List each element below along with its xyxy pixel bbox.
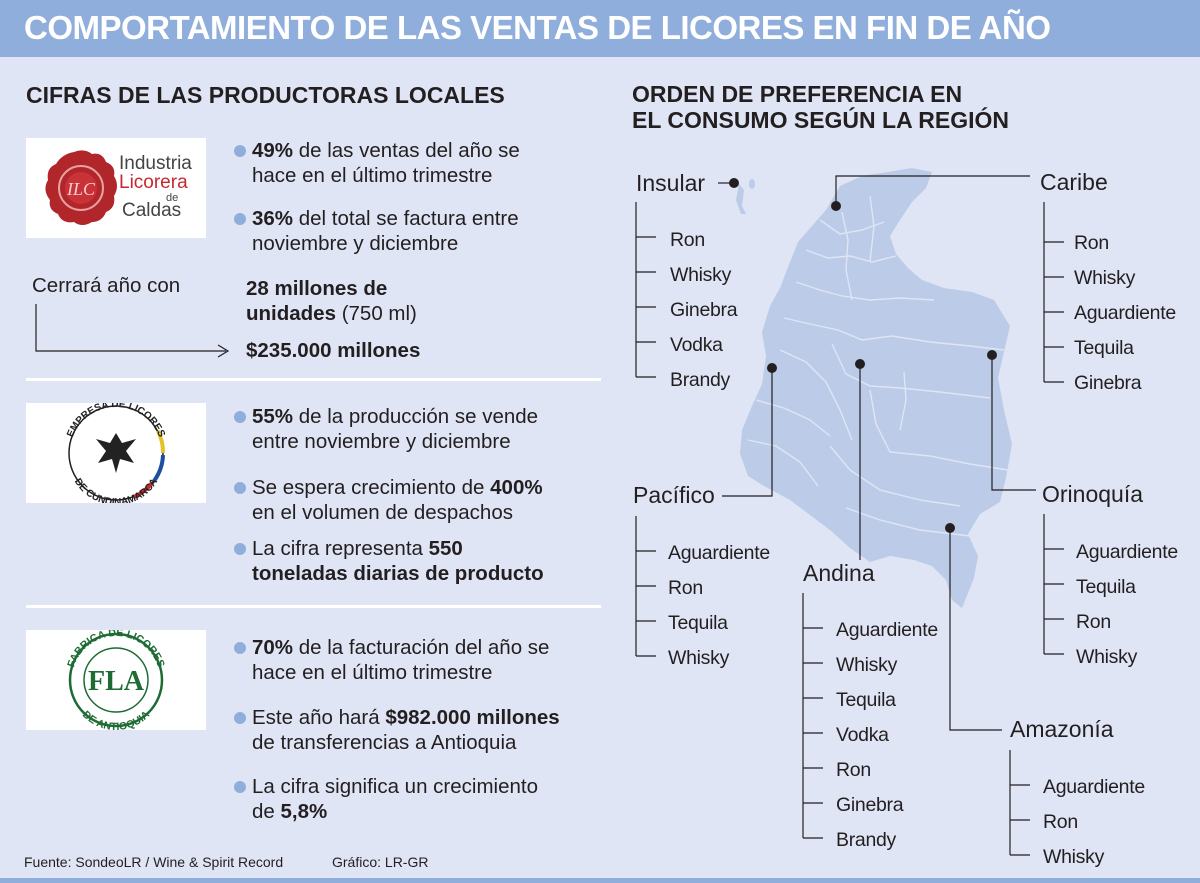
region-andina: Andina [803,560,875,586]
svg-text:ILC: ILC [66,179,96,199]
list-item: Tequila [1076,576,1136,598]
list-item: Ginebra [836,794,904,816]
close-year-label: Cerrará año con [32,274,181,297]
logo-text-caldas: Caldas [122,200,182,221]
bullet-caldas-2: 36% del total se factura entre noviembre… [234,206,519,256]
list-item: Ginebra [670,299,738,321]
san-andres-island-shape [736,184,746,214]
bullet-dot [234,145,246,157]
page-title: COMPORTAMIENTO DE LAS VENTAS DE LICORES … [24,9,1051,46]
list-item: Ron [1074,232,1109,254]
right-section-title-line1: ORDEN DE PREFERENCIA EN [632,81,963,107]
divider [26,378,601,381]
list-item: Brandy [670,369,730,391]
bullet-antioquia-2: Este año hará $982.000 millones de trans… [234,705,560,755]
bullet-dot [234,213,246,225]
location-dots [729,178,997,533]
list-item: Aguardiente [1043,776,1145,798]
divider [26,605,601,608]
list-item: Ginebra [1074,372,1142,394]
bullet-antioquia-3: La cifra significa un crecimiento de 5,8… [234,774,538,824]
fla-emblem-icon: FABRICA DE LICORES DE ANTIOQUIA FLA [65,630,167,730]
right-section-title-line2: EL CONSUMO SEGÚN LA REGIÓN [632,107,1009,133]
list-item: Whisky [836,654,898,676]
bullet-antioquia-1: 70% de la facturación del año se hace en… [234,635,549,685]
logo-text-licorera: Licorera [119,172,188,193]
list-item: Whisky [668,647,730,669]
bullet-dot [234,642,246,654]
list-item: Ron [670,229,705,251]
list-item: Whisky [1074,267,1136,289]
bullet-caldas-1: 49% de las ventas del año se hace en el … [234,138,520,188]
wax-seal-icon: ILC [45,150,117,225]
connector-lines [718,175,1036,731]
header-bar [0,0,1200,57]
bullet-dot [234,781,246,793]
mainland-shape [740,168,1012,608]
list-item: Aguardiente [1076,541,1178,563]
list-item: Vodka [836,724,889,746]
list-item: Ron [668,577,703,599]
list-item: Tequila [668,612,728,634]
region-pacifico: Pacífico [633,482,715,508]
list-item: Ron [836,759,871,781]
department-borders [747,195,1009,537]
region-amazonia: Amazonía [1010,716,1114,742]
bullet-dot [234,482,246,494]
amount-text: $235.000 millones [246,339,421,362]
region-orinoquia: Orinoquía [1042,481,1144,507]
eagle-emblem-icon: EMPRESA DE LICORES DE CUNDINAMARCA [65,403,167,503]
bullet-dot [234,712,246,724]
list-item: Brandy [836,829,896,851]
bullet-cundinamarca-1: 55% de la producción se vende entre novi… [234,404,538,454]
list-item: Vodka [670,334,723,356]
list-item: Tequila [836,689,896,711]
providencia-island-shape [749,179,755,189]
list-item: Whisky [1043,846,1105,868]
logo-empresa-licores-cundinamarca: EMPRESA DE LICORES DE CUNDINAMARCA [26,403,206,503]
list-item: Aguardiente [668,542,770,564]
logo-industria-licorera-caldas: ILC Industria Licorera de Caldas [26,138,206,238]
list-item: Ron [1076,611,1111,633]
units-text: 28 millones de unidades (750 ml) [246,277,417,325]
region-caribe: Caribe [1040,169,1108,195]
bullet-dot [234,411,246,423]
list-brackets [635,202,1064,856]
bullet-dot [234,543,246,555]
left-section-title: CIFRAS DE LAS PRODUCTORAS LOCALES [26,82,505,108]
list-item: Aguardiente [836,619,938,641]
bullet-cundinamarca-2: Se espera crecimiento de 400% en el volu… [234,475,543,525]
logo-text-industria: Industria [119,153,192,174]
list-item: Whisky [670,264,732,286]
list-item: Aguardiente [1074,302,1176,324]
logo-fabrica-licores-antioquia: FABRICA DE LICORES DE ANTIOQUIA FLA [26,630,206,730]
list-item: Whisky [1076,646,1138,668]
logo-text-de: de [166,192,179,204]
list-item: Ron [1043,811,1078,833]
bullet-cundinamarca-3: La cifra representa 550 toneladas diaria… [234,536,544,586]
graphic-credit: Gráfico: LR-GR [332,854,429,870]
source-credit: Fuente: SondeoLR / Wine & Spirit Record [24,854,284,870]
footer-bar [0,878,1200,883]
list-item: Tequila [1074,337,1134,359]
svg-text:FLA: FLA [88,666,145,697]
region-insular: Insular [636,170,706,196]
